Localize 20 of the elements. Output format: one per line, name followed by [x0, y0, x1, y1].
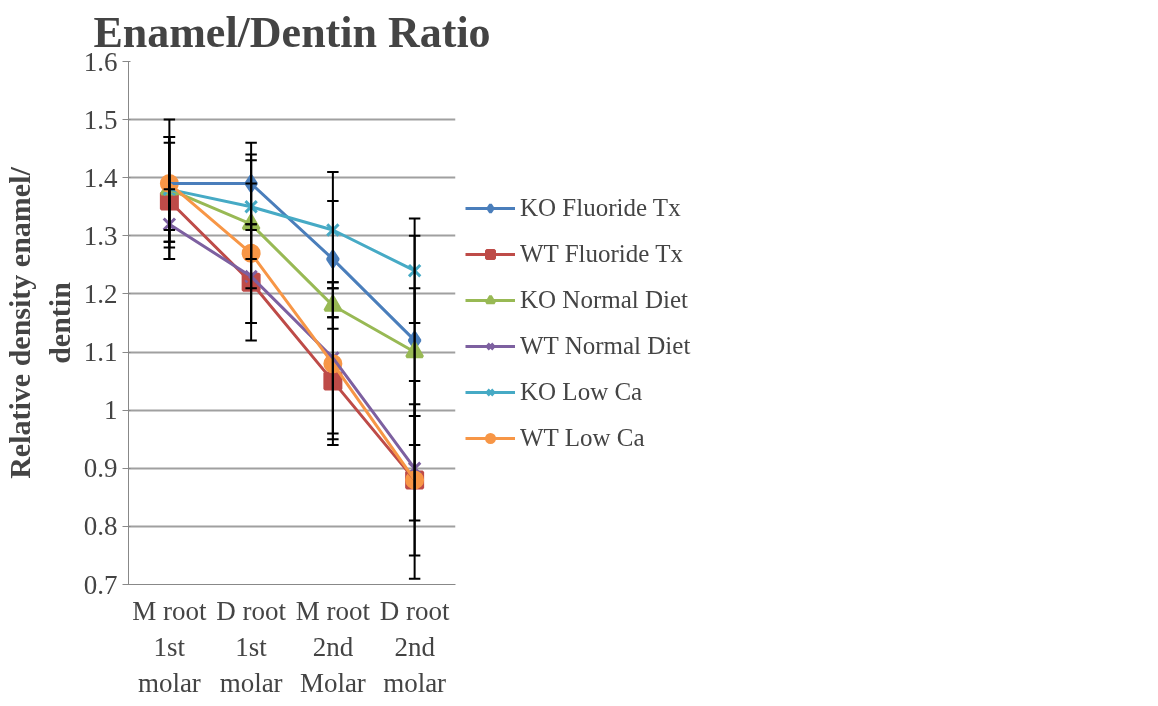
x-tick-label: M root 1st molar	[132, 595, 207, 698]
legend-label: WT Normal Diet	[520, 331, 691, 360]
x-tick-label: D root 1st molar	[216, 595, 287, 698]
y-axis-title: Relative density enamel/ dentin	[3, 166, 76, 479]
y-tick-label: 1.3	[83, 220, 118, 251]
y-tick-label: 1.2	[83, 278, 118, 309]
x-tick-label: M root 2nd Molar	[295, 595, 371, 698]
legend-label: KO Fluoride Tx	[520, 193, 681, 222]
x-tick-label: D root 2nd molar	[379, 595, 450, 698]
legend-label: KO Low Ca	[520, 377, 643, 406]
y-tick-label: 1.1	[83, 337, 118, 368]
y-tick-label: 1.4	[83, 162, 118, 193]
y-tick-label: 0.7	[83, 569, 118, 600]
legend-label: WT Low Ca	[520, 423, 645, 452]
legend-label: KO Normal Diet	[520, 285, 689, 314]
y-tick-label: 1	[104, 395, 118, 426]
y-tick-label: 1.5	[83, 104, 118, 135]
y-tick-label: 0.9	[83, 453, 118, 484]
legend-label: WT Fluoride Tx	[520, 239, 683, 268]
y-tick-label: 0.8	[83, 511, 118, 542]
